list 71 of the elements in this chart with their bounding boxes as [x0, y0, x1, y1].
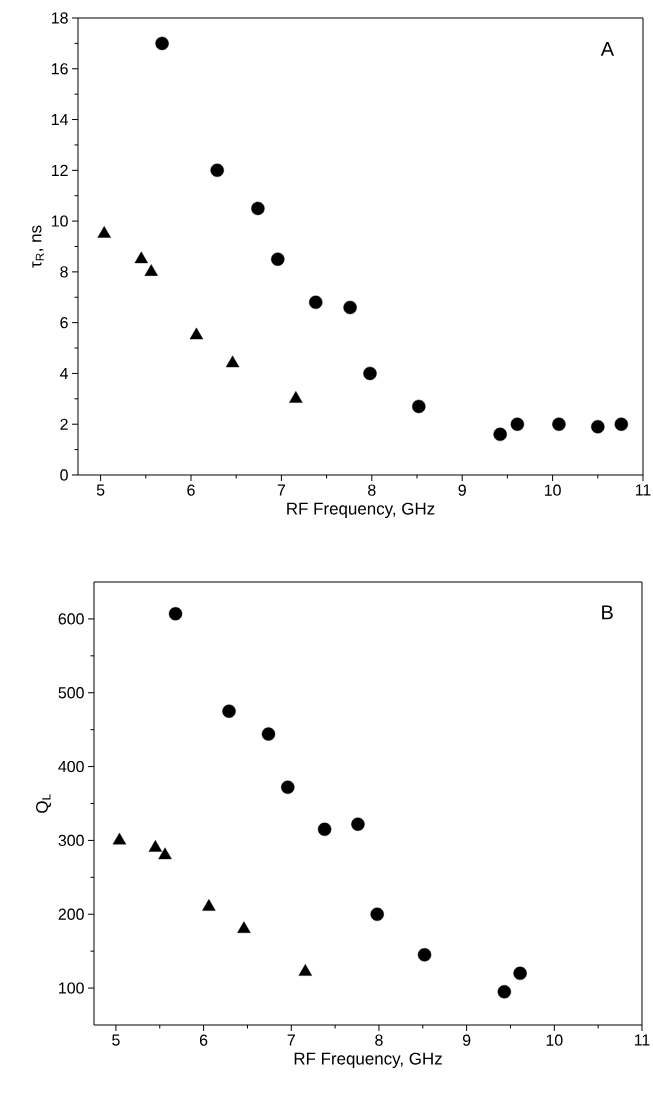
x-tick-label: 9: [462, 1034, 471, 1046]
x-tick-label: 6: [187, 484, 195, 496]
y-tick-label: 300: [58, 834, 84, 847]
point: [298, 964, 312, 976]
point: [343, 300, 357, 315]
y-tick-label: 600: [58, 613, 84, 625]
point: [317, 822, 332, 837]
point: [251, 201, 265, 216]
point: [552, 417, 566, 431]
x-tick-label: 11: [634, 1034, 650, 1046]
point: [261, 727, 276, 741]
point: [210, 163, 224, 178]
x-tick-label: 7: [287, 1034, 295, 1046]
x-axis-title: RF Frequency, GHz: [287, 502, 435, 518]
x-axis-title: RF Frequency, GHz: [294, 1052, 442, 1068]
x-tick-label: 9: [458, 484, 466, 496]
point: [222, 704, 236, 718]
annotation: A: [600, 42, 615, 56]
x-tick-label: 10: [546, 1034, 563, 1046]
point: [510, 417, 525, 431]
point: [148, 840, 163, 852]
x-tick-label: 8: [368, 484, 376, 496]
y-tick-label: 18: [51, 12, 68, 24]
x-tick-label: 5: [112, 1034, 120, 1046]
y-tick-label: 14: [51, 114, 68, 126]
y-tick-label: 0: [60, 469, 68, 481]
y-axis-title: τ$_{R}$, ns: [32, 225, 44, 268]
y-tick-label: 400: [58, 760, 84, 773]
y-tick-label: 500: [58, 687, 84, 699]
point: [237, 921, 251, 933]
y-tick-label: 16: [51, 63, 68, 75]
point: [281, 780, 295, 794]
point: [513, 966, 527, 981]
point: [591, 420, 605, 434]
point: [225, 355, 240, 368]
x-tick-label: 10: [544, 484, 561, 496]
point: [155, 36, 169, 51]
y-tick-label: 4: [59, 367, 69, 379]
y-tick-label: 6: [60, 317, 68, 329]
y-tick-label: 200: [58, 908, 84, 920]
point: [289, 391, 303, 403]
annotation: B: [602, 605, 613, 620]
point: [112, 832, 127, 845]
point: [497, 985, 512, 999]
point: [202, 899, 216, 911]
point: [271, 252, 285, 266]
point: [168, 607, 183, 621]
point: [97, 226, 111, 238]
x-tick-label: 6: [199, 1034, 208, 1046]
x-tick-label: 11: [635, 484, 651, 496]
y-tick-label: 12: [51, 164, 68, 176]
point: [134, 251, 148, 264]
x-tick-label: 7: [277, 484, 286, 496]
y-axis-title: Q$_{L}$: [36, 794, 52, 813]
x-tick-label: 8: [375, 1034, 383, 1046]
point: [370, 907, 384, 921]
point: [189, 327, 204, 340]
point: [351, 817, 365, 831]
y-tick-label: 10: [51, 215, 68, 227]
y-tick-label: 8: [60, 266, 68, 278]
point: [412, 399, 426, 414]
point: [614, 417, 629, 431]
point: [158, 847, 172, 860]
point: [417, 948, 432, 962]
y-tick-label: 2: [60, 418, 68, 430]
point: [493, 427, 507, 442]
point: [363, 366, 377, 381]
point: [144, 264, 158, 276]
x-tick-label: 5: [96, 484, 105, 496]
point: [309, 295, 323, 310]
y-tick-label: 100: [59, 982, 84, 994]
